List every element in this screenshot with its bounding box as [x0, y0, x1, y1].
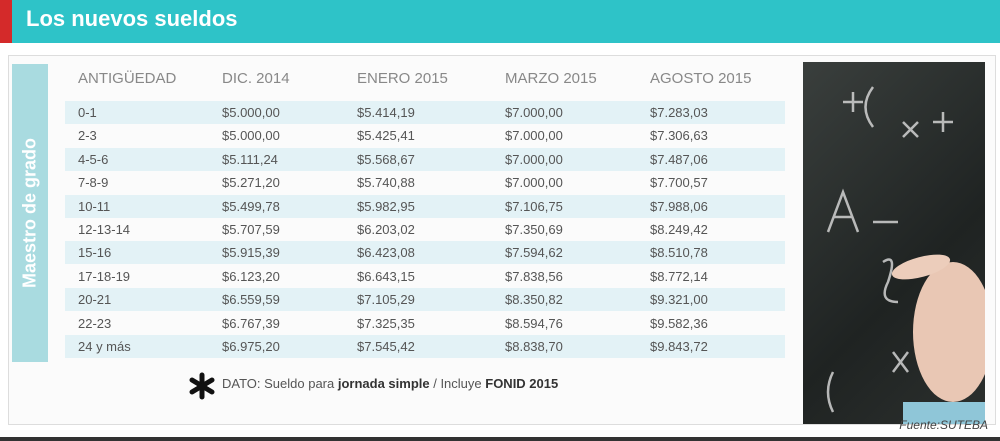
- cell: $5.740,88: [357, 175, 415, 191]
- cell: $7.350,69: [505, 222, 563, 237]
- footnote-part: FONID 2015: [485, 376, 559, 391]
- cell: $8.510,78: [650, 245, 708, 261]
- cell: $7.283,03: [650, 105, 708, 120]
- cell: 15-16: [78, 245, 112, 261]
- cell: $8.249,42: [650, 222, 708, 237]
- cell: $5.000,00: [222, 105, 280, 120]
- column-header: MARZO 2015: [505, 70, 597, 87]
- cell: $7.988,06: [650, 198, 708, 214]
- row-band: [65, 335, 785, 358]
- row-band: [65, 288, 785, 312]
- column-header: DIC. 2014: [222, 70, 290, 87]
- title: Los nuevos sueldos: [26, 6, 238, 31]
- side-bar: [12, 64, 48, 362]
- cell: $5.425,41: [357, 128, 415, 144]
- chalk-drawing: [826, 86, 985, 424]
- cell: $9.843,72: [650, 339, 708, 354]
- cell: $5.568,67: [357, 151, 415, 167]
- header-bar: [0, 0, 1000, 43]
- cell: $8.594,76: [505, 315, 563, 331]
- cell: $7.000,00: [505, 128, 563, 144]
- cell: $7.000,00: [505, 151, 563, 167]
- cell: $9.582,36: [650, 315, 708, 331]
- cell: $6.123,20: [222, 268, 280, 284]
- footnote-part: / Incluye: [429, 376, 486, 391]
- side-label: Maestro de grado: [19, 137, 40, 289]
- row-band: [65, 241, 785, 265]
- cell: $7.000,00: [505, 105, 563, 120]
- cell: 7-8-9: [78, 175, 109, 191]
- cell: $5.000,00: [222, 128, 280, 144]
- cell: 24 y más: [78, 339, 131, 354]
- footnote-part: jornada simple: [337, 376, 430, 391]
- cell: $5.982,95: [357, 198, 415, 214]
- cell: $7.000,00: [505, 175, 563, 191]
- cell: $7.487,06: [650, 151, 708, 167]
- footnote-part: DATO: Sueldo para: [222, 376, 338, 391]
- row-band: [65, 147, 785, 171]
- cell: $5.499,78: [222, 198, 280, 214]
- cell: $5.915,39: [222, 245, 280, 261]
- cell: $6.203,02: [357, 222, 415, 237]
- cell: 10-11: [78, 198, 111, 214]
- cell: 22-23: [78, 315, 112, 331]
- cell: $6.559,59: [222, 292, 280, 308]
- cell: 4-5-6: [78, 151, 109, 167]
- cell: $5.111,24: [222, 151, 278, 167]
- cell: $8.772,14: [650, 268, 708, 284]
- row-band: [65, 101, 785, 124]
- cell: $6.643,15: [357, 268, 415, 284]
- cell: $5.707,59: [222, 222, 280, 237]
- cell: $5.271,20: [222, 175, 280, 191]
- cell: $7.594,62: [505, 245, 563, 261]
- cell: $7.700,57: [650, 175, 708, 191]
- cell: 20-21: [78, 292, 112, 308]
- cell: $8.350,82: [505, 292, 563, 308]
- footnote: DATO: Sueldo para jornada simple / Inclu…: [222, 376, 558, 391]
- cell: $7.325,35: [357, 315, 415, 331]
- cell: $7.105,29: [357, 292, 415, 308]
- cell: $5.414,19: [357, 105, 415, 120]
- cell: $7.545,42: [357, 339, 415, 354]
- cell: $7.838,56: [505, 268, 563, 284]
- cell: $6.423,08: [357, 245, 415, 261]
- cell: $6.767,39: [222, 315, 280, 331]
- cell: 12-13-14: [78, 222, 131, 237]
- cell: 2-3: [78, 128, 97, 144]
- column-header: AGOSTO 2015: [650, 70, 752, 87]
- asterisk-icon: [189, 372, 215, 400]
- cell: 17-18-19: [78, 268, 131, 284]
- row-band: [65, 194, 785, 218]
- cell: $7.306,63: [650, 128, 708, 144]
- column-header: ENERO 2015: [357, 70, 448, 87]
- cell: 0-1: [78, 105, 97, 120]
- cell: $6.975,20: [222, 339, 280, 354]
- column-header: ANTIGÜEDAD: [78, 70, 177, 87]
- cell: $8.838,70: [505, 339, 563, 354]
- cell: $9.321,00: [650, 292, 708, 308]
- chalkboard-photo: [803, 62, 985, 424]
- source: Fuente:SUTEBA: [899, 418, 988, 432]
- bottom-line: [0, 437, 1000, 441]
- cell: $7.106,75: [505, 198, 563, 214]
- header-accent: [0, 0, 12, 43]
